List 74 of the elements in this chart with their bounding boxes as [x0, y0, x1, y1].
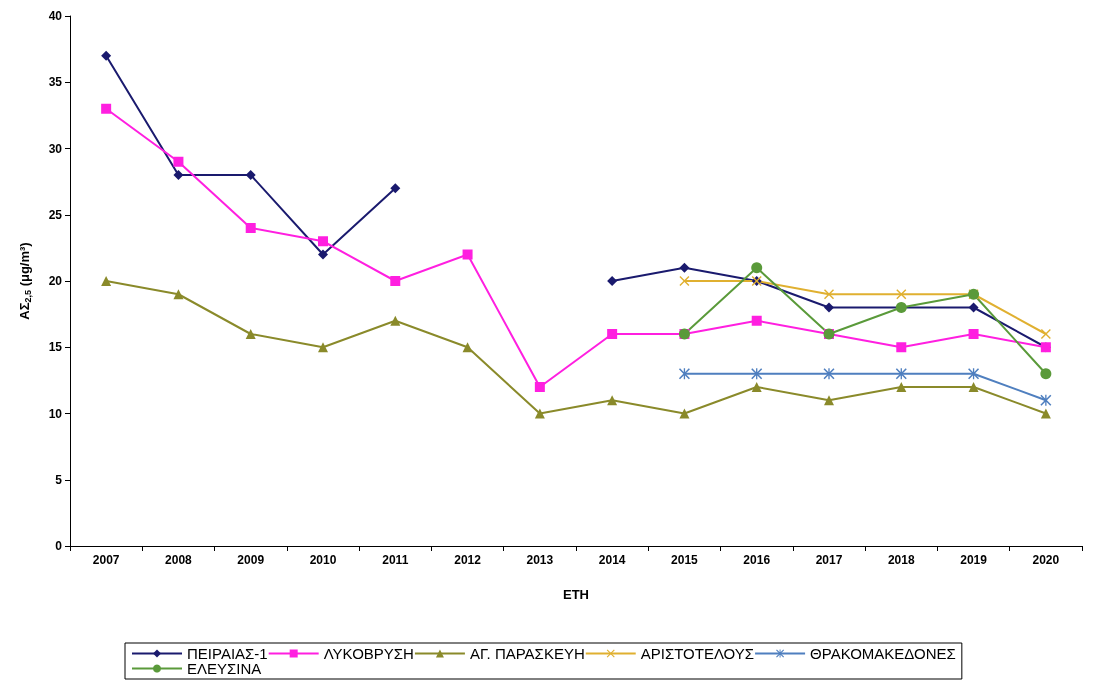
legend-label: ΑΓ. ΠΑΡΑΣΚΕΥΗ — [469, 645, 585, 662]
point — [318, 249, 328, 260]
x-tick-label: 2008 — [165, 553, 193, 567]
y-tick-label: 35 — [48, 75, 63, 90]
point — [318, 342, 328, 353]
x-tick-label: 2014 — [598, 553, 626, 567]
point — [1040, 329, 1051, 339]
y-tick-label: 10 — [48, 406, 63, 421]
point — [173, 170, 184, 180]
point — [607, 276, 618, 286]
x-tick-label: 2011 — [382, 553, 409, 567]
point — [751, 315, 762, 326]
y-tick-label: 20 — [48, 274, 63, 288]
x-tick-label: 2017 — [815, 553, 843, 567]
point — [101, 276, 112, 286]
point — [534, 408, 545, 419]
point — [895, 368, 907, 380]
y-tick-label: 15 — [48, 340, 63, 355]
point — [968, 329, 979, 339]
point — [824, 395, 834, 406]
point — [679, 276, 690, 286]
point — [607, 329, 618, 339]
point — [390, 276, 401, 286]
point — [824, 289, 834, 300]
point — [1040, 408, 1051, 419]
point — [679, 262, 690, 273]
point — [462, 342, 473, 353]
point — [607, 395, 618, 406]
y-tick-label: 5 — [55, 472, 63, 487]
point — [390, 183, 401, 194]
point — [101, 103, 112, 114]
point — [101, 50, 112, 61]
point — [896, 382, 907, 392]
point — [173, 289, 184, 300]
point — [534, 382, 545, 392]
x-axis-title: ΕΤΗ — [563, 587, 589, 602]
point — [1040, 394, 1052, 406]
x-tick-label: 2019 — [960, 553, 988, 567]
point — [679, 408, 690, 419]
y-tick-label: 40 — [48, 9, 63, 23]
point — [245, 329, 256, 339]
legend-label: ΠΕΙΡΑΙΑΣ-1 — [187, 645, 268, 662]
legend-label: ΕΛΕΥΣΙΝΑ — [187, 660, 262, 677]
x-tick-label: 2009 — [237, 553, 265, 567]
point — [245, 170, 256, 180]
point — [1040, 368, 1052, 380]
x-tick-label: 2015 — [671, 553, 699, 567]
y-tick-label: 25 — [48, 207, 63, 222]
point — [751, 262, 763, 274]
point — [751, 368, 763, 380]
y-tick-label: 30 — [48, 141, 63, 156]
point — [824, 302, 834, 313]
point — [751, 382, 762, 392]
x-tick-label: 2013 — [526, 553, 554, 567]
point — [245, 223, 256, 233]
legend-label: ΑΡΙΣΤΟΤΕΛΟΥΣ — [640, 645, 755, 662]
legend-label: ΛΥΚΟΒΡΥΣΗ — [323, 645, 414, 662]
point — [968, 382, 979, 392]
x-tick-label: 2010 — [309, 553, 337, 567]
x-tick-label: 2016 — [743, 553, 771, 567]
point — [896, 289, 907, 300]
point — [968, 302, 979, 313]
point — [173, 156, 184, 167]
x-tick-label: 2018 — [887, 553, 915, 567]
point — [462, 249, 473, 260]
x-tick-label: 2020 — [1032, 553, 1060, 567]
x-tick-label: 2012 — [454, 553, 482, 567]
x-tick-label: 2007 — [92, 553, 120, 567]
point — [896, 342, 907, 353]
point — [318, 236, 328, 247]
legend-label: ΘΡΑΚΟΜΑΚΕΔΟΝΕΣ — [810, 645, 956, 662]
point — [390, 315, 401, 326]
y-tick-label: 0 — [55, 539, 63, 553]
point — [823, 368, 835, 380]
